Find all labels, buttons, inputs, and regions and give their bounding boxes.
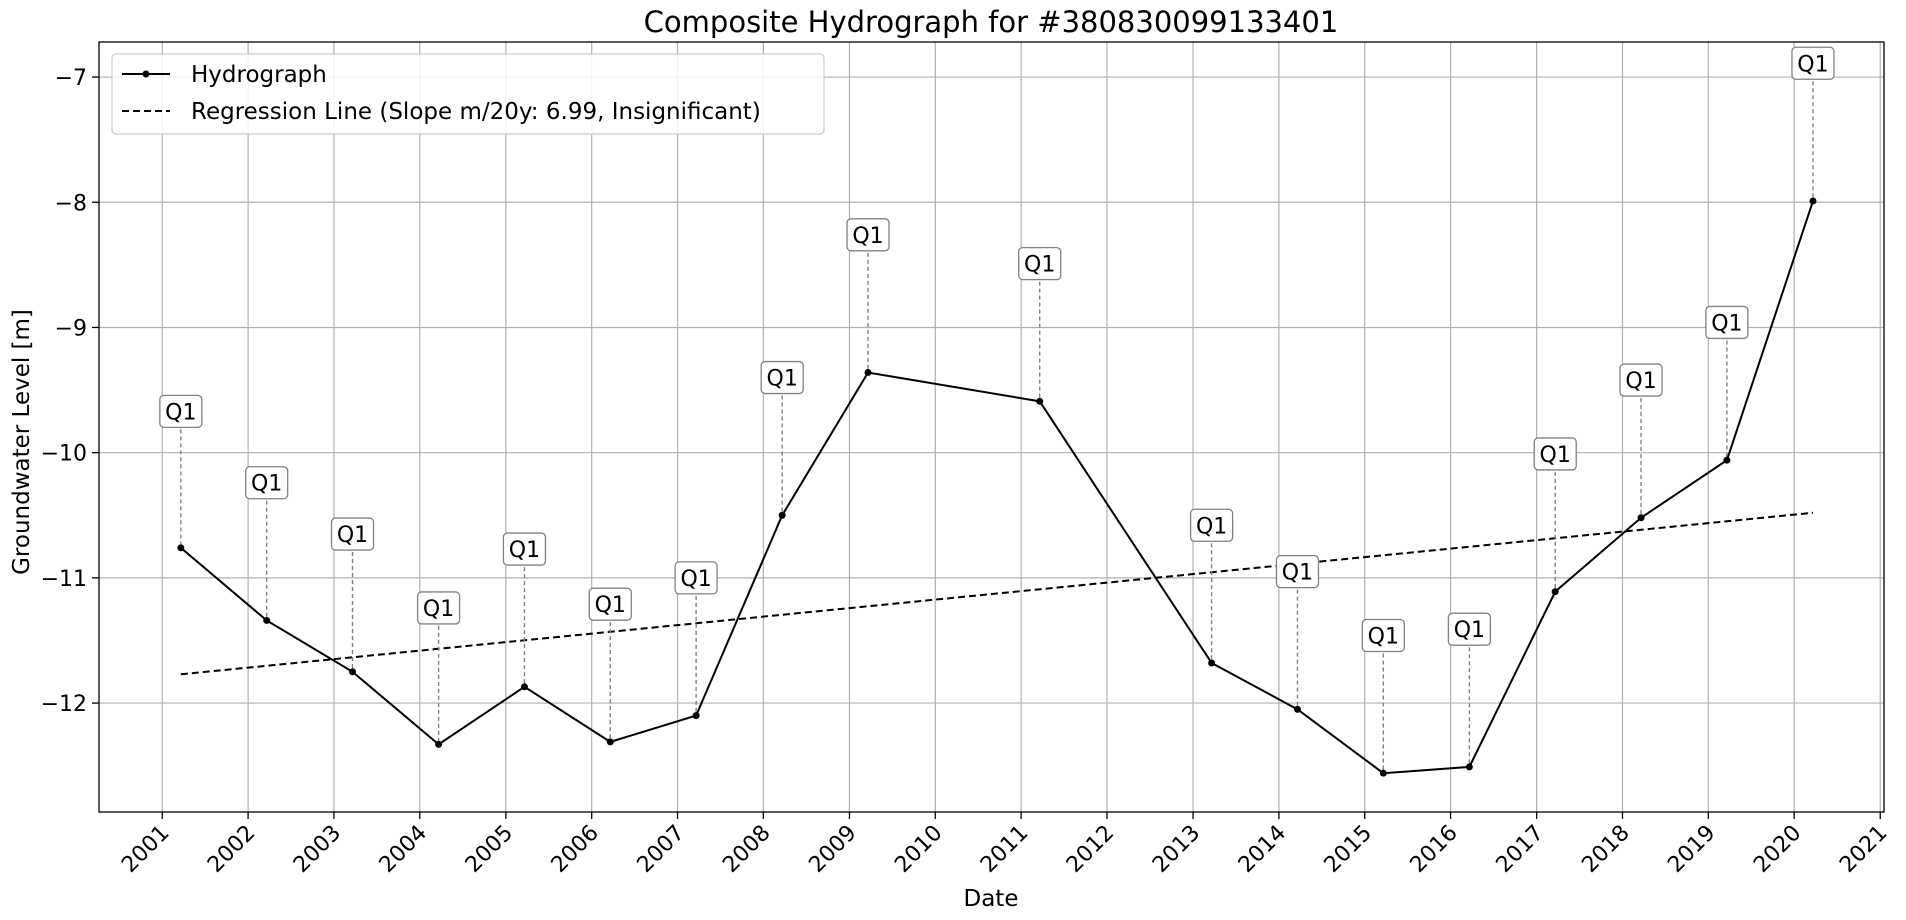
annotation-label: Q1 [1024,253,1055,278]
grid [99,42,1884,812]
annotation-box [1447,612,1492,646]
annotation-box [1533,437,1577,471]
x-tick-label: 2014 [1234,821,1291,878]
legend-box [111,53,825,135]
x-tick-label: 2012 [1062,821,1119,878]
annotation-box [330,517,375,551]
x-tick-label: 2011 [976,821,1033,878]
legend-hydrograph-marker [142,70,150,78]
x-tick-label: 2016 [1406,821,1463,878]
legend-hydrograph-label: Hydrograph [191,62,327,88]
x-tick-label: 2003 [289,821,346,878]
plot-frame [98,41,1885,813]
annotation-label: Q1 [509,538,540,563]
annotation-label: Q1 [852,224,883,249]
annotation-label: Q1 [680,567,711,592]
hydrograph-point [1809,197,1817,205]
x-tick-label: 2015 [1320,821,1377,878]
y-tick-label: −7 [55,66,87,91]
annotation-label: Q1 [1540,443,1571,468]
x-tick-label: 2020 [1749,821,1806,878]
hydrograph-point [1723,456,1731,464]
annotation-box [1275,554,1320,589]
annotation-label: Q1 [1454,618,1485,643]
hydrograph-point [692,712,700,720]
annotation-label: Q1 [1797,52,1828,77]
annotation-label: Q1 [767,367,798,392]
x-tick-label: 2019 [1663,821,1720,878]
y-axis-ticks: −7 −8 −9 −10 −11 −12 [41,66,99,717]
hydrograph-series [177,197,1817,777]
annotation-box [760,360,804,395]
annotation-label: Q1 [165,400,196,425]
legend-regression-label: Regression Line (Slope m/20y: 6.99, Insi… [191,99,761,125]
hydrograph-point [778,511,786,519]
annotation-box [159,394,203,428]
regression-line [180,511,1814,676]
regression-series [180,511,1814,676]
hydrograph-point [606,738,614,746]
annotation-box [1361,618,1405,653]
annotation-label: Q1 [1711,311,1742,336]
hydrograph-point [349,668,357,676]
hydrograph-point [864,369,872,377]
hydrograph-point [177,544,185,552]
x-tick-label: 2004 [375,821,432,878]
annotation-label: Q1 [1625,369,1656,394]
annotation-box [245,466,289,500]
annotation-label: Q1 [595,593,626,618]
x-tick-label: 2006 [547,821,604,878]
hydrograph-point [1036,397,1044,405]
y-tick-label: −8 [55,191,87,216]
y-tick-label: −9 [55,316,87,341]
y-tick-label: −11 [41,567,87,592]
hydrograph-point [1551,588,1559,596]
y-tick-label: −12 [41,692,87,717]
x-tick-label: 2005 [461,821,518,878]
hydrograph-point [1208,659,1216,667]
legend: Hydrograph Regression Line (Slope m/20y:… [111,53,825,135]
x-tick-label: 2010 [890,821,947,878]
x-tick-label: 2017 [1492,821,1549,878]
annotation-box [1189,508,1234,542]
x-axis-ticks: 2001 2002 2003 2004 2005 2006 2007 2008 2009 2010… [117,812,1892,878]
x-axis-label: Date [964,886,1019,912]
hydrograph-point [263,616,271,624]
hydrograph-point [1465,763,1473,771]
x-tick-label: 2001 [117,821,174,878]
annotation-label: Q1 [251,472,282,497]
hydrograph-line [180,200,1814,775]
annotation-box [416,591,461,625]
annotation-label: Q1 [1282,561,1313,586]
hydrograph-point [1293,705,1301,713]
x-tick-label: 2009 [804,821,861,878]
y-tick-label: −10 [41,442,87,467]
annotation-box [846,218,890,252]
annotations: Q1 Q1 Q1 Q1 Q1 Q1 Q1 Q1 Q1 Q1 Q1 Q1 Q1 Q1 Q1 Q1 Q1 Q1 [159,46,1835,774]
annotation-label: Q1 [1368,624,1399,649]
hydrograph-point [1379,769,1387,777]
x-tick-label: 2013 [1148,821,1205,878]
annotation-box [1705,305,1749,340]
annotation-label: Q1 [423,597,454,622]
chart-title: Composite Hydrograph for #38083009913340… [644,5,1339,39]
hydrograph-point [435,740,443,748]
x-tick-label: 2002 [203,821,260,878]
annotation-box [1791,46,1835,80]
annotation-box [502,532,547,566]
annotation-box [1619,363,1663,397]
x-tick-label: 2007 [633,821,690,878]
hydrograph-point [520,683,528,691]
x-tick-label: 2008 [718,821,775,878]
annotation-label: Q1 [1196,514,1227,539]
hydrograph-point [1637,514,1645,522]
annotation-box [674,561,718,595]
x-tick-label: 2018 [1577,821,1634,878]
annotation-label: Q1 [337,523,368,548]
annotation-box [1018,246,1062,281]
x-tick-label: 2021 [1835,821,1892,878]
annotation-box [588,587,632,621]
y-axis-label: Groundwater Level [m] [9,309,35,575]
